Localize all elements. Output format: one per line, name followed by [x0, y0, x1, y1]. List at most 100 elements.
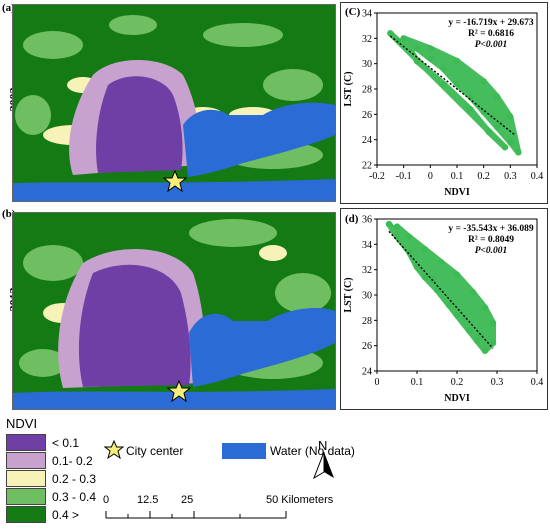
scatter-chart-c-svg: 22 24 26 28 30 32 34 -0.2 -0.1 0 0.1 0.2 0.3 0.4 NDVI L… [343, 9, 544, 199]
legend-item: 0.1- 0.2 [6, 452, 93, 469]
x-tick-label: 0.3 [504, 171, 517, 182]
scale-tick-label-50: 50 Kilometers [266, 494, 334, 506]
city-center-legend-icon [104, 440, 124, 460]
ndvi-map-2013 [12, 212, 336, 410]
scatter-point [467, 106, 474, 113]
map-urban-dark-purple-b [78, 264, 191, 387]
scatter-point [480, 108, 487, 116]
y-tick-label: 34 [362, 9, 372, 20]
scatter-chart-d: 24 26 28 30 32 34 36 0 0.1 0.2 0.3 0.4 NDVI LST (C) y … [340, 208, 548, 410]
regression-equation: y = -16.719x + 29.673 [448, 18, 533, 28]
legend-title: NDVI [6, 416, 38, 431]
map-urban-dark-purple [96, 76, 183, 173]
scatter-point [400, 35, 407, 42]
scatter-point [453, 57, 461, 65]
scatter-point [489, 339, 497, 347]
scatter-point [481, 304, 489, 311]
x-tick-label: 0.1 [451, 171, 464, 182]
map-lagoon-water [183, 102, 335, 177]
r-squared-label: R² = 0.6816 [468, 29, 514, 39]
y-tick-label: 24 [362, 367, 372, 378]
scatter-point [501, 144, 509, 151]
ndvi-map-2002 [12, 4, 336, 202]
regression-line [389, 35, 517, 137]
legend-swatch [6, 434, 46, 451]
x-tick-label: -0.1 [396, 171, 412, 182]
y-tick-label: 26 [362, 341, 372, 352]
scatter-point [437, 258, 445, 266]
scatter-point [507, 113, 514, 121]
scatter-point [433, 286, 441, 294]
legend-item: < 0.1 [6, 434, 79, 451]
legend-label: 0.2 - 0.3 [52, 471, 97, 486]
scatter-point [385, 220, 393, 228]
x-axis-label: NDVI [444, 393, 470, 404]
scatter-point [429, 276, 437, 283]
scatter-point [405, 248, 413, 256]
y-tick-label: 32 [362, 34, 372, 45]
scatter-point [387, 30, 394, 37]
p-value-label: P<0.001 [475, 40, 508, 50]
scatter-point [421, 246, 429, 253]
regression-equation: y = -35.543x + 36.089 [448, 224, 533, 234]
y-tick-label: 34 [362, 240, 372, 251]
scatter-point [473, 337, 481, 344]
city-center-star-b [166, 379, 192, 403]
y-axis-label: LST (C) [343, 71, 354, 106]
scatter-point [395, 37, 402, 45]
y-tick-label: 28 [362, 85, 372, 96]
water-legend-swatch [222, 443, 266, 459]
scatter-point [493, 123, 501, 131]
y-tick-label: 22 [362, 161, 372, 172]
legend-swatch [6, 452, 46, 469]
x-tick-label: 0.4 [531, 377, 544, 388]
scatter-point [481, 347, 489, 354]
panel-d-label: (d) [345, 213, 359, 225]
map-lagoon-water-b [189, 308, 335, 387]
scatter-point [421, 274, 429, 281]
scatter-point [405, 233, 413, 240]
legend-label: 0.1- 0.2 [52, 453, 93, 468]
scatter-point [480, 78, 487, 85]
north-label: N [318, 438, 328, 453]
legend-swatch [6, 488, 46, 505]
map-ocean-water [13, 179, 335, 201]
scatter-point [427, 55, 434, 62]
legend-label: 0.3 - 0.4 [52, 489, 97, 504]
scatter-point [453, 312, 461, 319]
x-axis-label: NDVI [444, 187, 470, 198]
scatter-point [489, 319, 497, 327]
y-tick-label: 32 [362, 265, 372, 276]
legend-item: 0.3 - 0.4 [6, 488, 96, 505]
y-tick-label: 28 [362, 316, 372, 327]
scatter-point [493, 93, 501, 100]
legend-label: 0.4 > [52, 507, 80, 522]
scatter-point [440, 80, 447, 88]
scale-bar [105, 511, 287, 519]
water-legend-label: Water (No data) [270, 444, 355, 458]
scatter-point [465, 327, 473, 334]
city-center-star-a [162, 169, 188, 193]
legend-label: < 0.1 [52, 435, 80, 450]
scatter-point [445, 301, 453, 309]
ndvi-map-2002-svg [13, 5, 335, 201]
x-tick-label: 0 [375, 377, 380, 388]
scatter-chart-c: 22 24 26 28 30 32 34 -0.2 -0.1 0 0.1 0.2 0.3 0.4 NDVI L… [340, 2, 548, 204]
north-arrow-icon [313, 452, 334, 480]
legend-swatch [6, 506, 46, 523]
legend-item: 0.4 > [6, 506, 79, 523]
scatter-point [393, 233, 401, 240]
scatter-point [477, 332, 485, 339]
scatter-point [515, 149, 522, 156]
scatter-point [507, 139, 514, 146]
y-tick-label: 36 [362, 215, 372, 226]
scale-tick-label-12-5: 12.5 [137, 494, 159, 506]
p-value-label: P<0.001 [475, 246, 508, 256]
x-tick-label: 0.2 [451, 377, 464, 388]
legend-item: 0.2 - 0.3 [6, 470, 96, 487]
x-tick-label: 0.4 [531, 171, 544, 182]
panel-c-label: (C) [345, 6, 361, 18]
x-tick-label: 0.3 [491, 377, 504, 388]
ndvi-map-2013-svg [13, 213, 335, 409]
scatter-point [469, 289, 477, 296]
